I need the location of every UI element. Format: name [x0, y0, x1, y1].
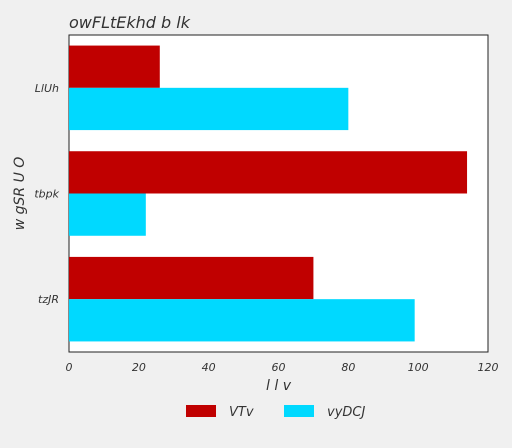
legend-label: vyDCJ	[327, 405, 365, 420]
legend-swatch	[186, 405, 216, 417]
bar-vyDCJ-tbpk	[69, 193, 146, 236]
bar-vyDCJ-tzJR	[69, 299, 415, 342]
legend-swatch	[284, 405, 314, 417]
x-tick-label: 20	[132, 361, 146, 374]
x-tick-label: 80	[341, 361, 355, 374]
bar-VTv-tbpk	[69, 151, 468, 194]
bars-layer	[69, 45, 468, 342]
bar-VTv-tzJR	[69, 256, 314, 300]
x-axis-label: l l v	[266, 378, 292, 394]
bar-vyDCJ-LlUh	[69, 87, 349, 131]
y-tick-labels: LlUh tbpk tzJR	[34, 82, 59, 306]
legend-label: VTv	[229, 405, 254, 420]
y-axis-label: w gSR U O	[12, 157, 28, 231]
chart-title: owFLtEkhd b lk	[69, 13, 191, 32]
y-tick-label: tzJR	[38, 293, 59, 306]
y-tick-label: tbpk	[34, 188, 59, 201]
x-tick-label: 0	[66, 361, 73, 374]
x-tick-label: 40	[202, 361, 216, 374]
bar-VTv-LlUh	[69, 45, 160, 88]
x-tick-labels: 0 20 40 60 80 100 120	[66, 361, 499, 374]
y-tick-label: LlUh	[35, 82, 59, 95]
x-tick-label: 100	[408, 361, 429, 374]
x-tick-label: 120	[478, 361, 499, 374]
legend: VTv vyDCJ	[186, 405, 365, 420]
x-tick-label: 60	[272, 361, 286, 374]
